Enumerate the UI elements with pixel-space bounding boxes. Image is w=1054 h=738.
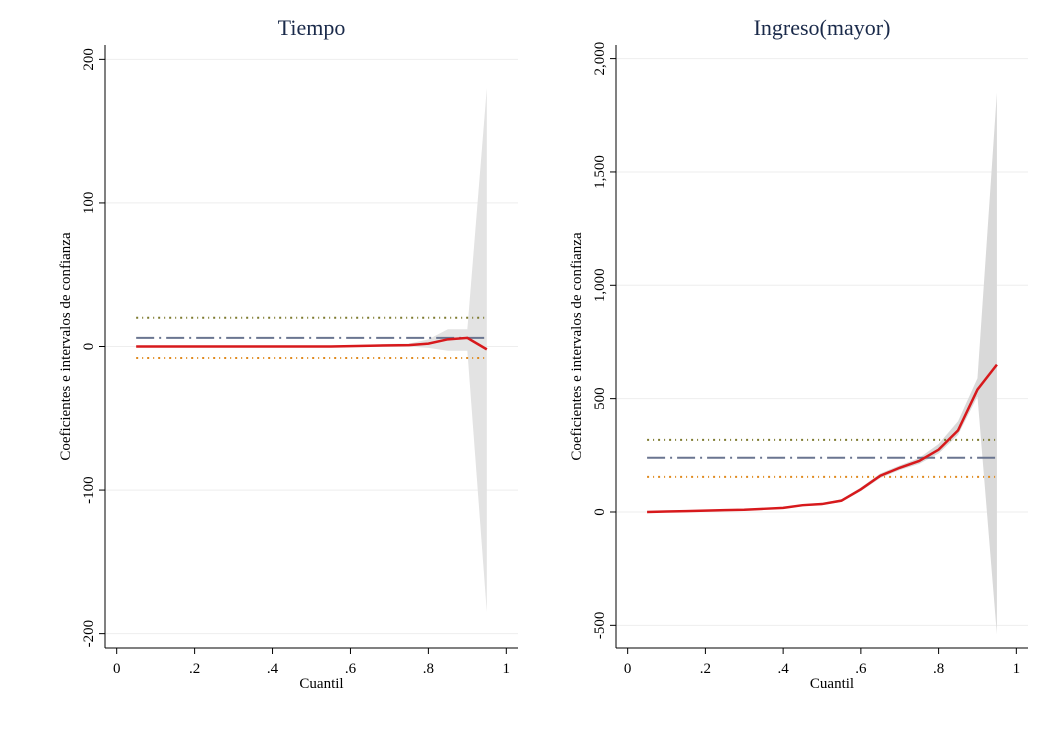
x-tick-label: .6	[855, 661, 867, 677]
y-tick-label: 0	[592, 508, 608, 516]
y-axis-label: Coeficientes e intervalos de confianza	[569, 232, 585, 461]
x-tick-label: 1	[503, 661, 511, 677]
x-tick-label: .4	[267, 661, 279, 677]
chart-title: Tiempo	[278, 15, 346, 40]
x-tick-label: .8	[423, 661, 434, 677]
y-tick-label: 1,000	[592, 268, 608, 302]
x-tick-label: 1	[1013, 661, 1021, 677]
x-tick-label: .2	[700, 661, 711, 677]
x-tick-label: 0	[624, 661, 632, 677]
y-tick-label: 2,000	[592, 42, 608, 76]
x-axis-label: Cuantil	[810, 676, 854, 692]
x-axis-label: Cuantil	[299, 676, 343, 692]
confidence-band	[647, 92, 997, 635]
y-axis-label: Coeficientes e intervalos de confianza	[58, 232, 74, 461]
y-tick-label: -100	[81, 476, 97, 504]
x-tick-label: .2	[189, 661, 200, 677]
x-tick-label: .6	[345, 661, 357, 677]
quantile-line	[647, 363, 998, 514]
x-tick-label: .4	[778, 661, 790, 677]
x-tick-label: .8	[933, 661, 944, 677]
y-tick-label: -200	[81, 620, 97, 648]
y-tick-label: 1,500	[592, 155, 608, 189]
y-tick-label: 500	[592, 387, 608, 410]
quantile-line	[136, 336, 488, 351]
y-tick-label: 200	[81, 48, 97, 71]
x-tick-label: 0	[113, 661, 121, 677]
y-tick-label: 0	[81, 343, 97, 351]
y-tick-label: -500	[592, 612, 608, 640]
confidence-band	[136, 88, 487, 613]
y-tick-label: 100	[81, 192, 97, 215]
chart-title: Ingreso(mayor)	[754, 15, 891, 40]
